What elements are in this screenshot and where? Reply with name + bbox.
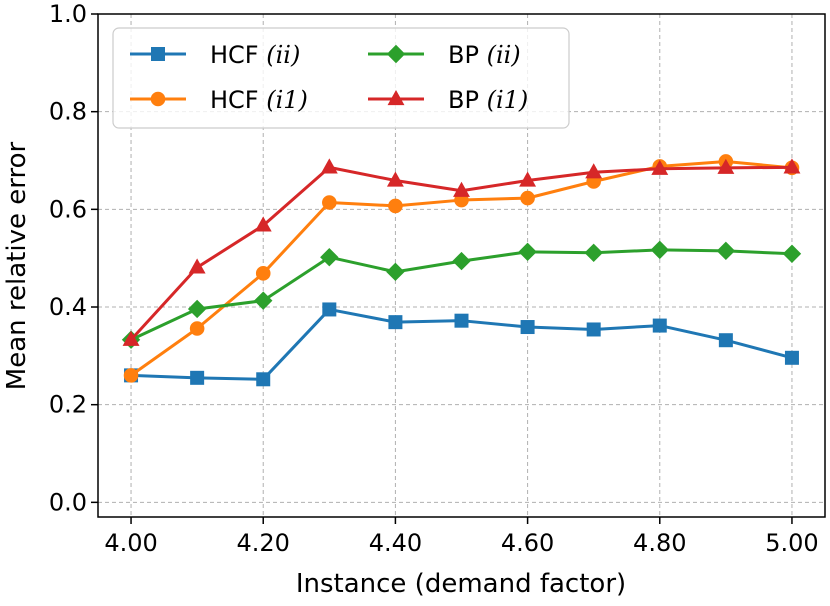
legend-marker-circle [150, 91, 166, 107]
y-tick-label: 0.6 [49, 195, 87, 223]
series-hcf-0 [124, 302, 799, 387]
data-point-diamond [716, 241, 736, 261]
data-point-triangle [519, 171, 537, 187]
data-point-square [454, 313, 469, 328]
x-tick-label: 4.60 [501, 529, 554, 557]
x-tick-label: 5.00 [765, 529, 818, 557]
legend-label: HCF (i1) [210, 86, 308, 114]
legend-label: HCF (ii) [210, 41, 300, 69]
data-point-diamond [386, 262, 405, 282]
legend-item: BP (ii) [368, 41, 521, 69]
y-tick-label: 1.0 [49, 0, 87, 28]
series-layer [121, 154, 802, 387]
data-point-triangle [254, 216, 272, 232]
data-point-square [520, 320, 535, 335]
legend-marker-triangle [387, 89, 405, 106]
data-point-square [718, 333, 733, 348]
series-bp-3 [122, 158, 801, 346]
legend-marker-square [151, 47, 165, 61]
legend-label: BP (ii) [448, 41, 521, 69]
data-point-square [388, 315, 403, 330]
y-tick-label: 0.8 [49, 98, 87, 126]
data-point-square [190, 370, 205, 385]
legend-item: HCF (i1) [130, 86, 308, 114]
data-point-square [586, 322, 601, 337]
data-point-circle [255, 266, 271, 281]
data-point-triangle [783, 158, 801, 174]
data-point-triangle [651, 159, 669, 175]
data-point-square [256, 372, 271, 387]
series-bp-2 [121, 240, 802, 349]
data-point-circle [322, 195, 337, 210]
data-point-circle [189, 321, 205, 336]
data-point-diamond [584, 243, 603, 263]
legend-marker-diamond [386, 44, 406, 64]
data-point-triangle [585, 163, 603, 179]
data-point-triangle [320, 158, 338, 174]
data-point-diamond [254, 291, 273, 310]
data-point-triangle [453, 181, 470, 197]
data-point-triangle [386, 171, 404, 187]
legend-item: BP (i1) [368, 86, 528, 114]
data-point-diamond [452, 251, 471, 271]
data-point-square [652, 318, 667, 333]
data-point-diamond [782, 244, 802, 263]
plot-frame [97, 13, 826, 518]
data-point-triangle [188, 258, 206, 274]
data-point-triangle [122, 330, 140, 346]
legend-frame [112, 27, 570, 129]
tick-labels: 4.00 4.20 4.40 4.60 4.80 5.00 0.0 0.2 0.4 0.6 0.8 1… [49, 0, 819, 557]
data-point-diamond [518, 242, 537, 262]
x-tick-label: 4.00 [104, 529, 157, 557]
data-point-circle [388, 198, 403, 214]
data-point-diamond [650, 240, 669, 260]
x-axis-title: Instance (demand factor) [296, 569, 626, 599]
legend-item: HCF (ii) [130, 41, 300, 69]
ticks [91, 13, 793, 524]
data-point-diamond [320, 247, 339, 267]
legend-label: BP (i1) [448, 86, 528, 114]
y-tick-label: 0.2 [49, 391, 87, 419]
data-point-square [322, 302, 337, 317]
x-tick-label: 4.80 [633, 529, 686, 557]
data-point-triangle [717, 158, 735, 174]
x-tick-label: 4.20 [237, 529, 290, 557]
x-tick-label: 4.40 [369, 529, 422, 557]
y-tick-label: 0.0 [49, 488, 87, 516]
y-tick-label: 0.4 [49, 293, 87, 321]
y-axis-title: Mean relative error [2, 142, 32, 391]
legend: HCF (ii) HCF (i1) BP (ii) BP (i1) [112, 27, 570, 129]
data-point-circle [123, 368, 139, 383]
data-point-square [784, 350, 799, 365]
data-point-diamond [187, 299, 207, 319]
data-point-circle [520, 190, 535, 206]
